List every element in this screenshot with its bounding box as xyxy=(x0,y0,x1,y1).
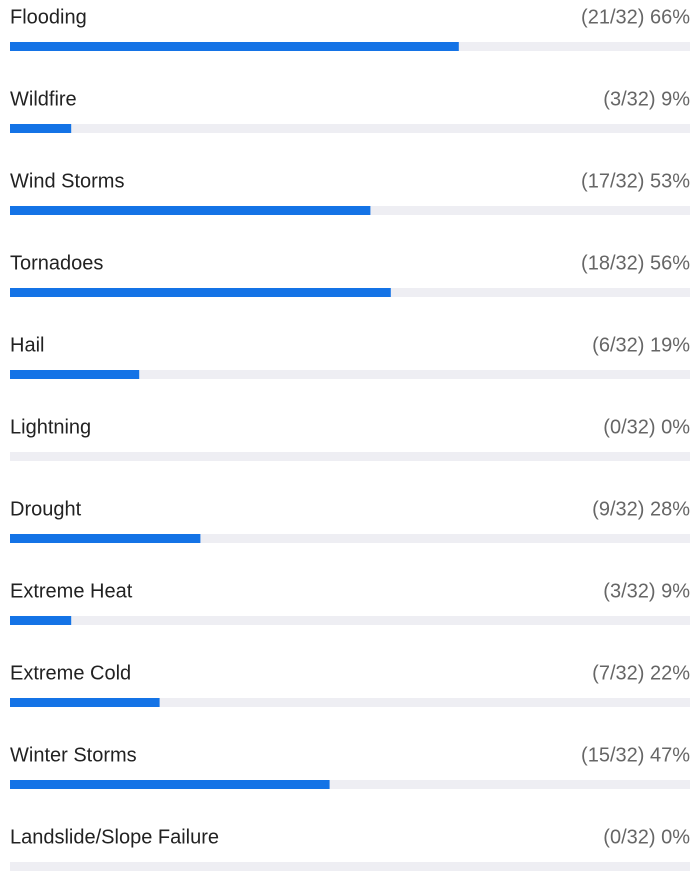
option-result: (6/32) 19% xyxy=(592,334,690,356)
bar xyxy=(10,780,330,789)
bar-track xyxy=(10,862,690,871)
option-result: (0/32) 0% xyxy=(603,826,690,848)
option-result: (7/32) 22% xyxy=(592,662,690,684)
option-label: Landslide/Slope Failure xyxy=(10,826,219,848)
option-result: (15/32) 47% xyxy=(581,744,690,766)
option-label: Lightning xyxy=(10,416,91,438)
bar-track xyxy=(10,616,690,625)
option-result: (17/32) 53% xyxy=(581,170,690,192)
option-result: (3/32) 9% xyxy=(603,88,690,110)
bar-track xyxy=(10,452,690,461)
bar-track xyxy=(10,370,690,379)
option-result: (3/32) 9% xyxy=(603,580,690,602)
bar xyxy=(10,534,201,543)
bar xyxy=(10,288,391,297)
option-label: Winter Storms xyxy=(10,744,137,766)
option-label: Extreme Heat xyxy=(10,580,133,602)
option-label: Flooding xyxy=(10,6,87,28)
option-label: Hail xyxy=(10,334,44,356)
bar-track xyxy=(10,780,690,789)
option-result: (0/32) 0% xyxy=(603,416,690,438)
bar-track xyxy=(10,534,690,543)
option-label: Wind Storms xyxy=(10,170,124,192)
option-label: Wildfire xyxy=(10,88,77,110)
option-result: (21/32) 66% xyxy=(581,6,690,28)
bar-track xyxy=(10,124,690,133)
bar xyxy=(10,370,140,379)
option-label: Drought xyxy=(10,498,82,520)
bar xyxy=(10,616,72,625)
bar xyxy=(10,42,459,51)
bar xyxy=(10,698,160,707)
option-result: (18/32) 56% xyxy=(581,252,690,274)
bar xyxy=(10,206,371,215)
bar-track xyxy=(10,698,690,707)
option-label: Tornadoes xyxy=(10,252,103,274)
bar xyxy=(10,124,72,133)
option-label: Extreme Cold xyxy=(10,662,131,684)
option-result: (9/32) 28% xyxy=(592,498,690,520)
